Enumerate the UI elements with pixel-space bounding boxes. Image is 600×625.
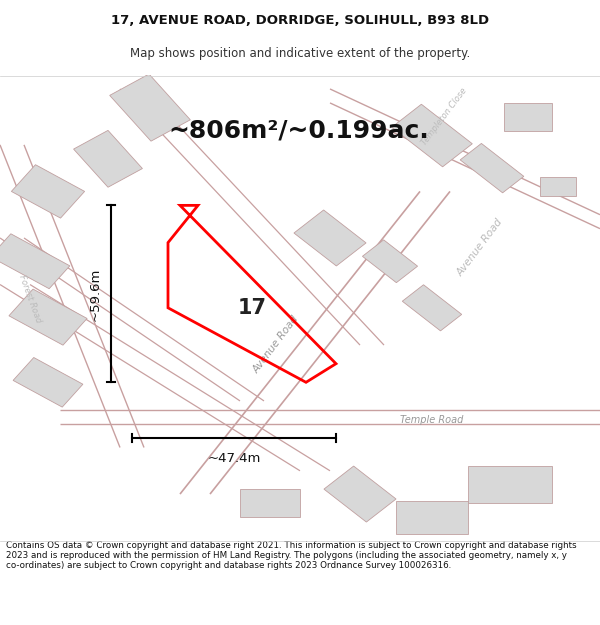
Polygon shape	[9, 289, 87, 345]
Text: 17, AVENUE ROAD, DORRIDGE, SOLIHULL, B93 8LD: 17, AVENUE ROAD, DORRIDGE, SOLIHULL, B93…	[111, 14, 489, 28]
Text: Temple Road: Temple Road	[400, 414, 464, 424]
Polygon shape	[540, 177, 576, 196]
Text: ~47.4m: ~47.4m	[208, 452, 260, 465]
Text: Forest Road: Forest Road	[17, 273, 43, 324]
Polygon shape	[392, 104, 472, 167]
Polygon shape	[294, 210, 366, 266]
Polygon shape	[110, 74, 190, 141]
Text: Templeton Close: Templeton Close	[419, 86, 469, 148]
Text: Avenue Road: Avenue Road	[251, 314, 301, 376]
Text: Avenue Road: Avenue Road	[455, 217, 505, 278]
Polygon shape	[74, 131, 142, 188]
Polygon shape	[403, 285, 461, 331]
Polygon shape	[362, 240, 418, 282]
Polygon shape	[240, 489, 300, 518]
Polygon shape	[504, 103, 552, 131]
Polygon shape	[396, 501, 468, 534]
Text: 17: 17	[238, 298, 266, 318]
Text: Map shows position and indicative extent of the property.: Map shows position and indicative extent…	[130, 48, 470, 61]
Polygon shape	[13, 357, 83, 407]
Text: ~59.6m: ~59.6m	[89, 267, 102, 321]
Polygon shape	[11, 165, 85, 218]
Polygon shape	[460, 143, 524, 193]
Polygon shape	[468, 466, 552, 503]
Text: ~806m²/~0.199ac.: ~806m²/~0.199ac.	[168, 119, 429, 143]
Polygon shape	[324, 466, 396, 522]
Polygon shape	[0, 234, 70, 289]
Text: Contains OS data © Crown copyright and database right 2021. This information is : Contains OS data © Crown copyright and d…	[6, 541, 577, 571]
